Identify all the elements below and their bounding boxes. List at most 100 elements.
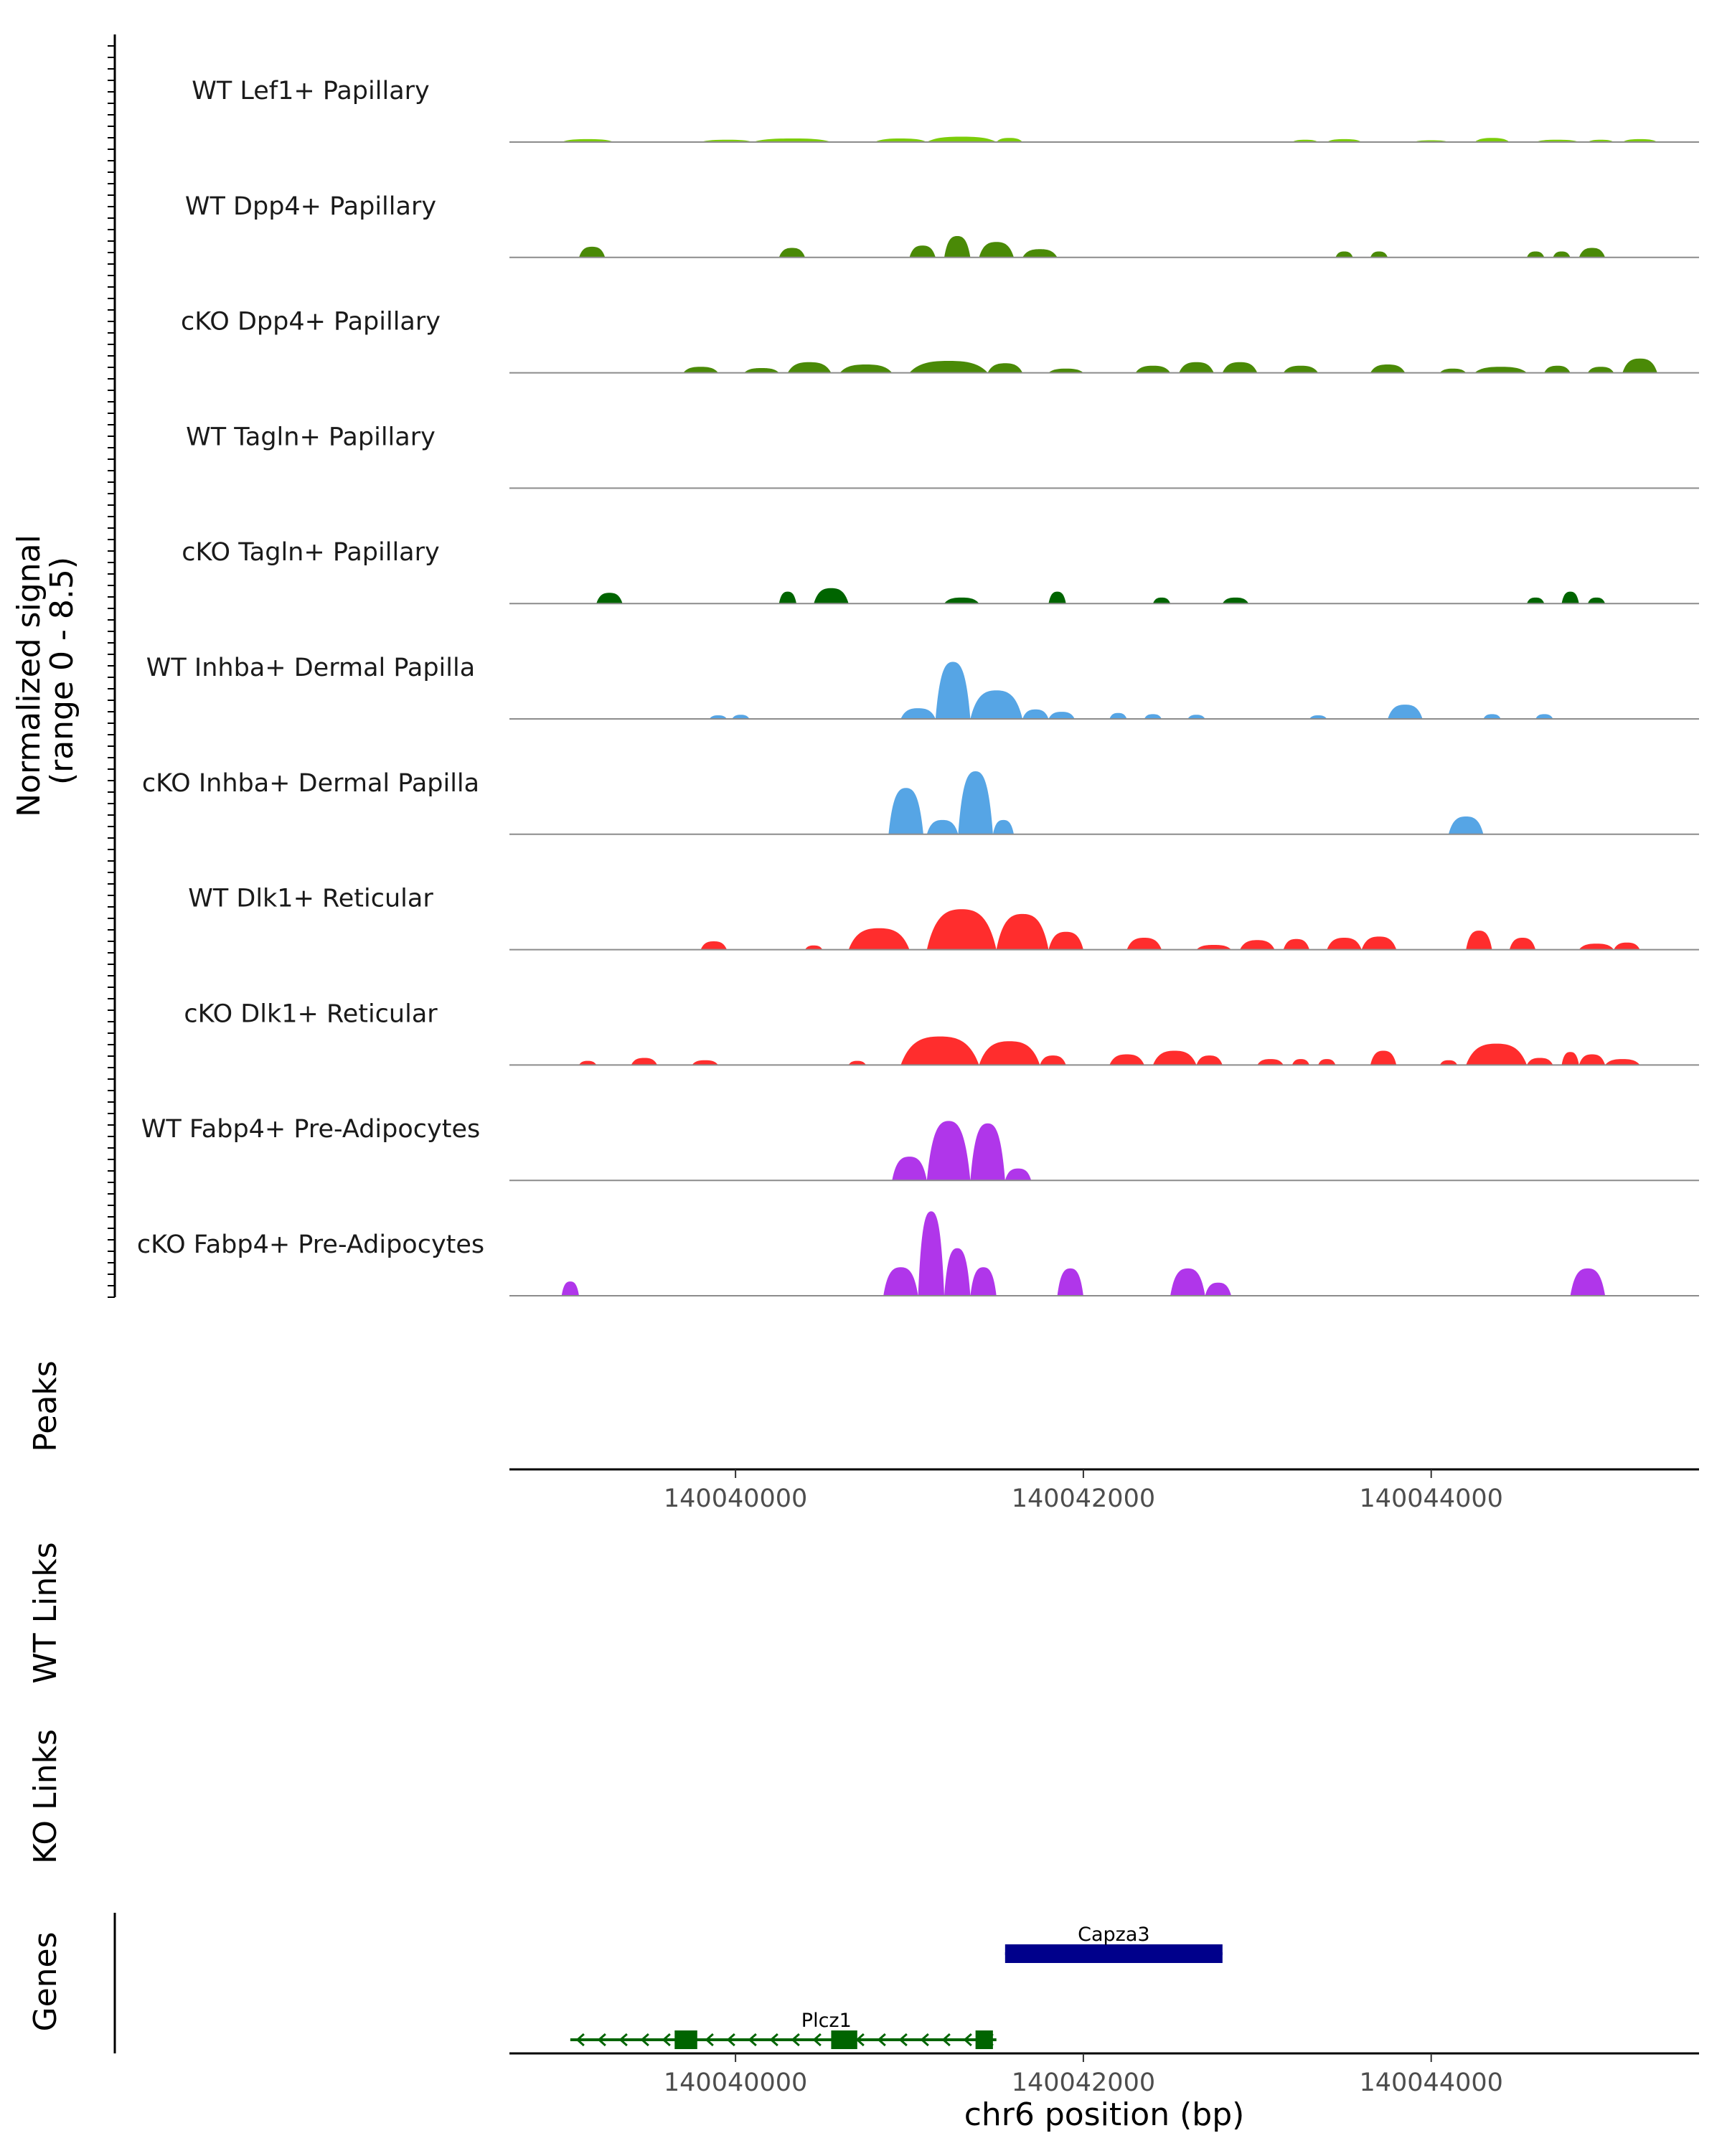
signal-peak [909,361,988,373]
track-label: cKO Fabp4+ Pre-Adipocytes [137,1230,484,1259]
signal-peak [926,1121,971,1181]
signal-peak [970,1123,1005,1181]
signal-peak [1578,943,1614,950]
signal-peak [1509,938,1536,950]
signal-ylabel-line2: (range 0 - 8.5) [44,557,80,785]
signal-peak [1370,1050,1397,1065]
signal-peak [1605,1059,1640,1065]
signal-peak [996,138,1023,142]
signal-peak [1527,1058,1553,1065]
signal-peak [1439,368,1467,373]
gene-label: Plcz1 [801,2010,852,2032]
signal-peak [1527,597,1545,604]
signal-peak [579,1060,597,1065]
track-label: WT Lef1+ Papillary [192,77,430,105]
gene-exon [674,2030,697,2049]
signal-peak [561,138,614,142]
signal-peak [1570,1268,1606,1296]
signal-peak [1222,362,1258,373]
signal-ylabel: Normalized signal (range 0 - 8.5) [11,524,80,817]
signal-peak [926,909,997,950]
signal-peak [892,1157,927,1181]
signal-peak [970,690,1023,719]
signal-peak [935,662,971,719]
signal-peak [848,928,910,950]
signal-peak [1327,938,1362,950]
signal-peak [1057,1268,1083,1296]
signal-peak [1048,591,1066,604]
signal-peak [1196,1055,1223,1065]
peaks-x-axis-ticks: 140040000 140042000 140044000 [664,1469,1503,1513]
signal-peak [926,819,959,834]
signal-peak [1622,138,1657,142]
gene-exon [831,2030,857,2049]
signal-peak [787,362,832,373]
signal-peak [596,593,623,604]
track-1: WT Lef1+ Papillary [192,77,1699,143]
signal-peak [883,1267,918,1296]
strand-arrow [640,2033,649,2047]
gene-plcz1: Plcz1 [570,2010,997,2049]
signal-peak [1474,367,1527,373]
signal-peak [709,715,727,719]
signal-peak [1283,365,1319,373]
peaks-x-tick-label: 140040000 [664,1484,807,1513]
signal-peak [979,242,1014,258]
signal-y-axis [108,34,116,1298]
track-3: cKO Dpp4+ Papillary [181,308,1699,374]
signal-peak [1448,816,1484,834]
signal-peak [992,819,1014,834]
signal-peak [987,363,1023,373]
signal-ylabel-line1: Normalized signal [11,535,47,817]
gene-label: Capza3 [1078,1924,1149,1946]
signal-peak [926,136,997,142]
strand-arrow [748,2033,757,2047]
signal-peak [1483,714,1501,719]
signal-peak [1335,251,1353,258]
strand-arrow [855,2033,865,2047]
strand-arrow [575,2033,585,2047]
signal-peak [1622,358,1657,373]
signal-peak [1196,945,1231,950]
signal-peak [1292,1059,1309,1065]
signal-peak [875,138,927,142]
track-9: cKO Dlk1+ Reticular [184,999,1699,1066]
track-label: WT Dlk1+ Reticular [188,885,433,913]
signal-peak [1388,705,1423,719]
signal-peak [814,588,849,604]
gene-capza3: Capza3 [1004,1924,1223,1963]
signal-peak [1205,1282,1231,1296]
signal-peak [1040,1055,1066,1065]
signal-peak [1474,138,1510,142]
signal-peak [1240,940,1275,950]
signal-peak [579,246,606,258]
signal-peak [1361,936,1397,950]
track-label: cKO Dpp4+ Papillary [181,308,441,336]
signal-peak [1109,712,1127,719]
signal-peak [1318,1059,1336,1065]
strand-arrow [597,2033,606,2047]
strand-arrow [941,2033,951,2047]
signal-peak [1022,249,1058,258]
signal-peak [1544,365,1571,373]
signal-peak [631,1058,657,1065]
track-6: WT Inhba+ Dermal Papilla [146,654,1699,720]
signal-peak [744,368,779,373]
signal-peak [909,245,936,258]
signal-peak [1439,1060,1458,1065]
signal-peak [753,138,832,142]
signal-peak [1004,1168,1032,1181]
signal-peak [1187,715,1205,719]
signal-peak [1614,942,1640,950]
signal-peak [683,367,718,373]
genes-x-axis-ticks: 140040000 140042000 140044000 [664,2053,1503,2097]
signal-peak [1466,931,1492,950]
track-label: cKO Tagln+ Papillary [182,538,440,567]
strand-arrow [812,2033,822,2047]
strand-arrow [662,2033,671,2047]
track-2: WT Dpp4+ Papillary [185,192,1699,258]
signal-peak [1257,1059,1284,1065]
track-4: WT Tagln+ Papillary [186,423,1699,489]
signal-peak [1561,1052,1579,1065]
